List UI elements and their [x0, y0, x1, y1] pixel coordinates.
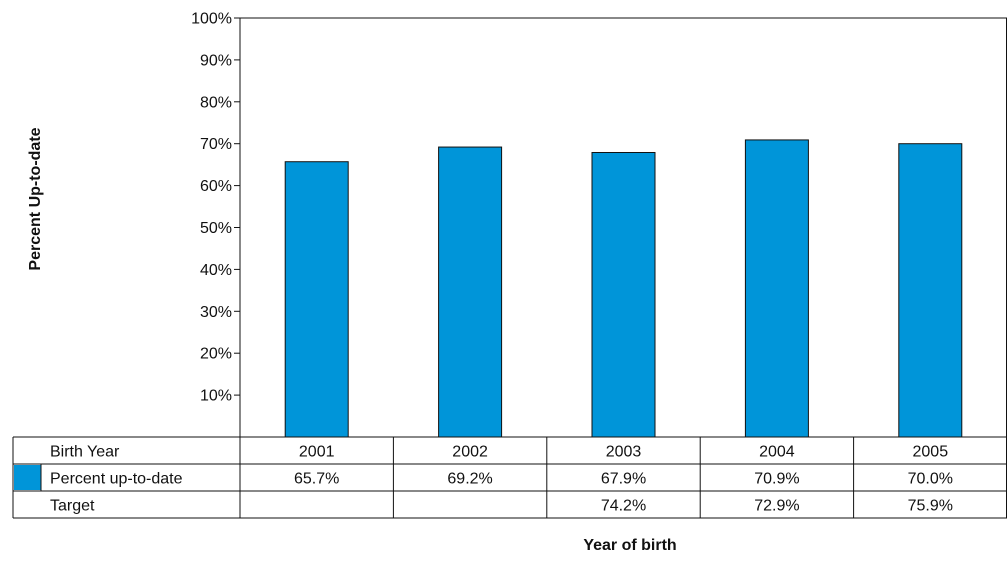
table-cell: 69.2%	[447, 471, 492, 488]
table-cell: 70.0%	[908, 471, 953, 488]
table-cell: 65.7%	[294, 471, 339, 488]
y-tick-label: 80%	[200, 94, 232, 111]
y-tick-label: 30%	[200, 304, 232, 321]
x-axis-title: Year of birth	[583, 537, 676, 554]
chart-axes: 10% 20% 30% 40% 50% 60% 70% 80% 90% 100%	[191, 11, 1007, 437]
y-axis-title: Percent Up-to-date	[27, 127, 44, 270]
table-cell: 74.2%	[601, 498, 646, 515]
category-label: 2001	[299, 444, 335, 461]
table-row-label: Target	[50, 498, 95, 515]
y-tick-label: 60%	[200, 178, 232, 195]
y-tick-label: 100%	[191, 11, 232, 28]
category-label: 2004	[759, 444, 795, 461]
table-cell: 72.9%	[754, 498, 799, 515]
bar	[438, 146, 503, 438]
bar	[898, 143, 963, 438]
category-label: 2003	[606, 444, 642, 461]
y-tick-label: 50%	[200, 220, 232, 237]
table-cell: 70.9%	[754, 471, 799, 488]
category-label: 2002	[452, 444, 488, 461]
y-tick-label: 20%	[200, 346, 232, 363]
table-cell: 75.9%	[908, 498, 953, 515]
table-cell: 67.9%	[601, 471, 646, 488]
y-tick-label: 40%	[200, 262, 232, 279]
table-header-label: Birth Year	[50, 444, 120, 461]
legend-swatch	[14, 465, 41, 490]
data-table: Birth Year 2001 2002 2003 2004 2005 Percent up…	[12, 436, 1007, 519]
category-label: 2005	[913, 444, 949, 461]
bar	[591, 151, 656, 438]
y-tick-label: 10%	[200, 388, 232, 405]
chart-bars	[284, 139, 963, 438]
y-tick-label: 90%	[200, 52, 232, 69]
table-row-label: Percent up-to-date	[50, 471, 183, 488]
bar	[744, 139, 809, 438]
y-tick-label: 70%	[200, 136, 232, 153]
bar	[284, 161, 349, 438]
